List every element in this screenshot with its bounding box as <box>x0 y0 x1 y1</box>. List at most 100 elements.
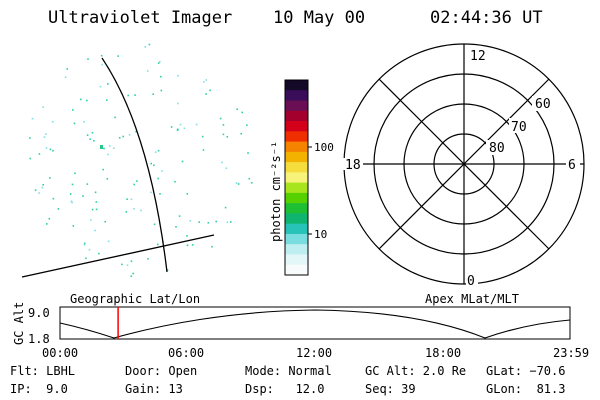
speckle-pixel <box>203 81 205 83</box>
color-bar: 100 10 photon cm⁻²s⁻¹ <box>269 79 334 276</box>
speckle-pixel <box>93 139 95 142</box>
speckle-pixel <box>205 93 207 95</box>
color-bar-cell <box>285 223 308 235</box>
color-bar-cell <box>285 100 308 112</box>
colorbar-tick-100: 100 <box>314 141 334 154</box>
timeline-xtick-2: 12:00 <box>296 346 333 360</box>
speckle-pixel <box>195 123 198 126</box>
speckle-pixel <box>42 184 44 186</box>
speckle-pixel <box>226 221 229 224</box>
speckle-pixel <box>91 208 94 211</box>
speckle-pixel <box>148 43 151 46</box>
speckle-pixel <box>46 223 48 225</box>
speckle-pixel <box>160 89 163 92</box>
speckle-pixel <box>103 147 105 150</box>
speckle-pixel <box>107 83 109 85</box>
speckle-pixel <box>45 147 48 149</box>
speckle-pixel <box>108 145 111 147</box>
speckle-pixel <box>152 93 154 95</box>
speckle-pixel <box>215 220 217 223</box>
speckle-pixel <box>34 189 37 191</box>
timeline-right-title: Apex MLat/MLT <box>425 292 519 306</box>
speckle-pixel <box>86 99 88 102</box>
speckle-pixel <box>100 54 103 57</box>
speckle-pixel <box>86 183 89 185</box>
speckle-pixel <box>189 220 192 222</box>
speckle-pixel <box>118 137 121 139</box>
ip-label: IP: 9.0 <box>10 382 68 396</box>
speckle-pixel <box>198 221 200 223</box>
speckle-pixel <box>186 193 189 195</box>
speckle-pixel <box>89 138 91 140</box>
color-bar-cell <box>285 110 308 122</box>
speckle-pixel <box>147 258 149 260</box>
color-bar-cell <box>285 90 308 102</box>
color-bar-cell <box>285 244 308 255</box>
speckle-pixel <box>106 99 108 101</box>
speckle-pixel <box>73 122 76 125</box>
speckle-pixel <box>240 132 242 135</box>
speckle-pixel <box>83 120 85 123</box>
speckle-pixel <box>246 124 248 126</box>
color-bar-cell <box>285 264 308 276</box>
speckle-pixel <box>102 168 104 171</box>
filter-label: Flt: LBHL <box>10 364 76 378</box>
speckle-pixel <box>52 121 54 123</box>
speckle-pixel <box>235 182 238 184</box>
meridian-line <box>101 57 168 273</box>
speckle-pixel <box>222 133 225 136</box>
speckle-pixel <box>86 134 89 136</box>
speckle-pixel <box>72 109 74 111</box>
speckle-pixel <box>177 128 179 131</box>
speckle-pixel <box>181 160 184 163</box>
speckle-pixel <box>201 135 204 138</box>
speckle-pixel <box>38 153 41 155</box>
speckle-pixel <box>202 149 205 151</box>
speckle-pixel <box>42 106 44 108</box>
color-bar-cell <box>285 182 308 194</box>
speckle-pixel <box>72 225 75 227</box>
speckle-pixel <box>179 123 182 126</box>
color-bar-cell <box>285 131 308 143</box>
speckle-pixel <box>153 223 156 226</box>
speckle-pixel <box>157 177 159 180</box>
speckle-pixel <box>224 206 227 209</box>
timeline-left-title: Geographic Lat/Lon <box>70 292 201 306</box>
speckle-pixel <box>104 220 106 223</box>
speckle-pixel <box>107 153 109 156</box>
speckle-pixel <box>175 226 177 228</box>
timeline-xtick-0: 00:00 <box>42 346 79 360</box>
color-bar-cell <box>285 141 308 153</box>
mlt-label-18: 18 <box>345 158 361 173</box>
speckle-pixel <box>41 186 44 189</box>
speckle-pixel <box>122 135 124 138</box>
speckle-pixel <box>91 131 94 134</box>
speckle-pixel <box>162 241 164 243</box>
glat-label: GLat: −70.6 <box>486 364 566 378</box>
speckle-pixel <box>176 129 179 131</box>
mlt-label-0: 0 <box>467 274 475 289</box>
speckle-pixel <box>52 149 54 152</box>
speckle-pixel <box>186 244 189 247</box>
speckle-pixel <box>237 183 240 185</box>
speckle-pixel <box>225 167 228 169</box>
color-bar-cell <box>285 233 308 245</box>
colorbar-tick-10: 10 <box>314 228 327 241</box>
speckle-pixel <box>157 62 160 64</box>
speckle-pixel <box>98 252 100 255</box>
speckle-pixel <box>69 193 72 195</box>
speckle-pixel <box>29 157 32 160</box>
gc-alt-label: GC Alt: 2.0 Re <box>365 364 467 378</box>
observation-time: 02:44:36 UT <box>430 8 543 28</box>
glon-label: GLon: 81.3 <box>486 382 566 396</box>
speckle-pixel <box>132 272 134 275</box>
mlt-label-6: 6 <box>568 158 576 173</box>
speckle-pixel <box>221 161 223 164</box>
speckle-pixel <box>80 98 82 101</box>
door-label: Door: Open <box>125 364 198 378</box>
lat-label-60: 60 <box>535 97 551 112</box>
speckle-pixel <box>94 229 96 232</box>
speckle-pixel <box>136 180 138 182</box>
bright-pixel <box>100 145 103 149</box>
latitude-line <box>21 234 215 278</box>
